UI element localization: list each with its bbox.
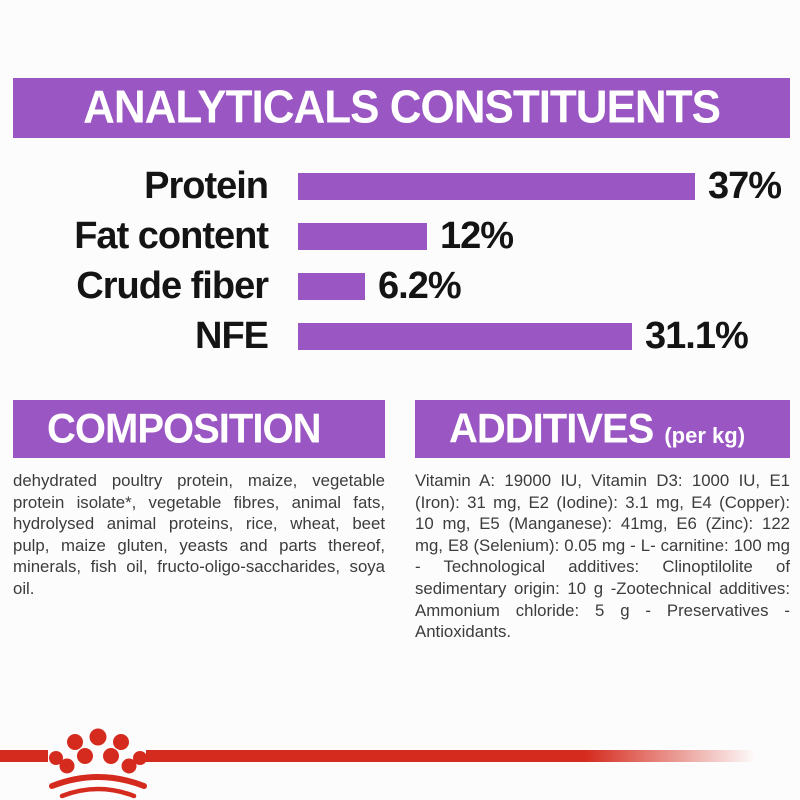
analyticals-header-band: ANALYTICALS CONSTITUENTS (13, 78, 790, 138)
composition-text: dehydrated poultry protein, maize, veget… (13, 471, 385, 598)
composition-header-band: COMPOSITION (13, 400, 385, 458)
chart-value-label: 31.1% (645, 315, 749, 357)
chart-row: Protein 37% (0, 161, 800, 211)
royal-canin-crown-icon (49, 728, 147, 799)
chart-category-label: Crude fiber (76, 265, 269, 307)
additives-unit-label: (per kg) (664, 423, 746, 448)
chart-value-label: 37% (708, 165, 782, 207)
additives-section: ADDITIVES (per kg) Vitamin A: 19000 IU, … (415, 400, 790, 643)
chart-category-label: Fat content (74, 215, 269, 257)
composition-section: COMPOSITION dehydrated poultry protein, … (13, 400, 385, 643)
chart-bar (298, 322, 632, 350)
chart-category-label: Protein (144, 165, 269, 207)
chart-row: Fat content 12% (0, 211, 800, 261)
chart-category-label: NFE (195, 315, 269, 357)
chart-value-label: 12% (440, 215, 514, 257)
brand-footer (0, 726, 800, 800)
composition-title: COMPOSITION (47, 405, 321, 452)
analyticals-title: ANALYTICALS CONSTITUENTS (83, 81, 721, 134)
additives-header-band: ADDITIVES (per kg) (415, 400, 790, 458)
additives-title: ADDITIVES (449, 405, 654, 452)
info-columns: COMPOSITION dehydrated poultry protein, … (13, 400, 790, 643)
constituents-bar-chart: Protein 37% Fat content 12% Crude fiber 6.2% N… (0, 161, 800, 361)
chart-bar (298, 172, 695, 200)
chart-row: Crude fiber 6.2% (0, 261, 800, 311)
chart-value-label: 6.2% (378, 265, 462, 307)
additives-text: Vitamin A: 19000 IU, Vitamin D3: 1000 IU… (415, 471, 790, 642)
chart-row: NFE 31.1% (0, 311, 800, 361)
chart-bar (298, 272, 365, 300)
brand-line-left (0, 750, 48, 762)
chart-bar (298, 222, 427, 250)
brand-line-right-fading (146, 750, 756, 762)
